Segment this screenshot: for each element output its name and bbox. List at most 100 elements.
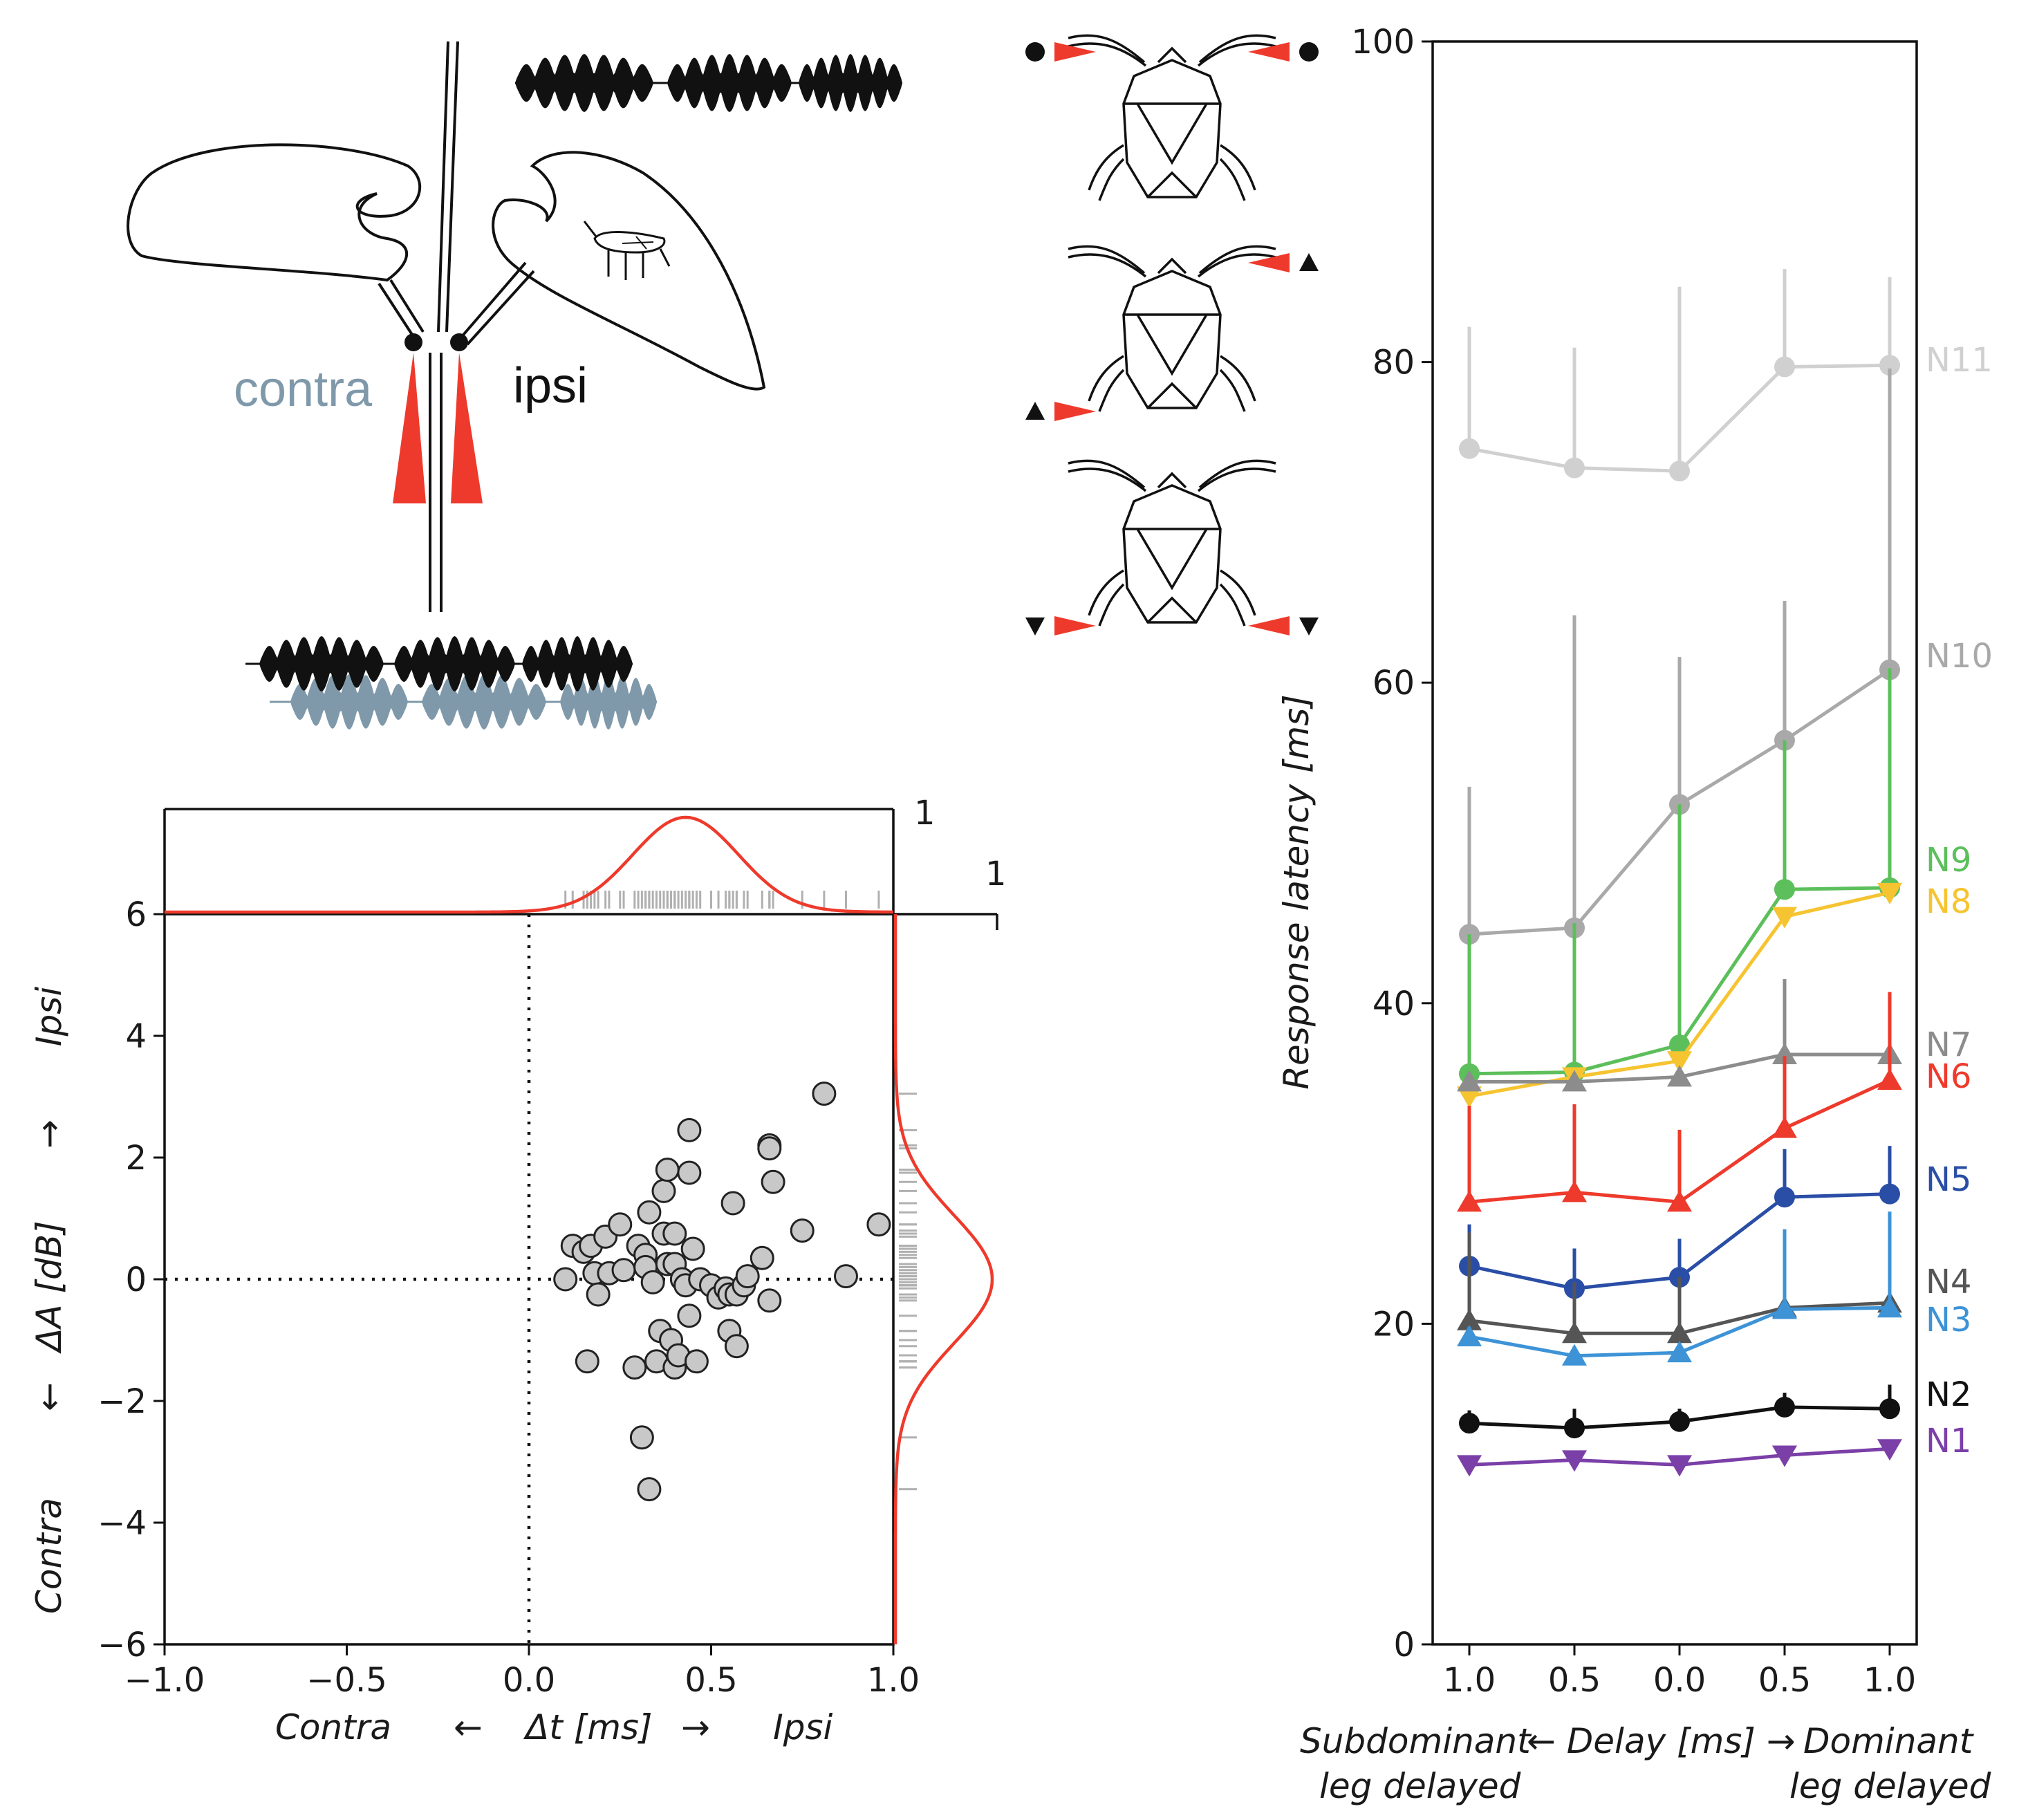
scatter-point [611, 1258, 636, 1283]
scatter-point [640, 1270, 665, 1294]
series-n2 [1459, 1384, 1900, 1439]
scatter-point [608, 1212, 633, 1237]
marginal-right-max-label: 1 [985, 855, 1007, 893]
scatter-point [833, 1264, 858, 1289]
stimulus-arrow-left [1054, 616, 1096, 635]
latency-x-tick-label: 1.0 [1443, 1661, 1496, 1700]
bug-wings [1124, 528, 1220, 624]
latency-y-tick-label: 40 [1373, 985, 1415, 1023]
scatter-points [553, 1081, 891, 1502]
waveform-burst [667, 54, 792, 112]
latency-y-tick-label: 20 [1373, 1305, 1415, 1344]
data-point [1877, 1296, 1902, 1318]
waveform-burst [259, 636, 384, 691]
scatter-point [677, 1117, 702, 1142]
data-point [1772, 1297, 1797, 1319]
stimulus-cone-contra [393, 353, 426, 503]
leaf-right [492, 151, 766, 391]
bug-legs-left [1088, 355, 1125, 412]
stimulus-arrow-right [1248, 42, 1290, 62]
data-point [1459, 1413, 1480, 1434]
latency-x-tick-label: 0.5 [1758, 1661, 1811, 1700]
stink-bug-icon [1068, 245, 1276, 412]
waveform-burst [799, 54, 902, 112]
scatter-point [637, 1477, 662, 1502]
stimulus-arrow-left [1054, 402, 1096, 421]
scatter-point [677, 1303, 702, 1328]
petiole-right [458, 261, 535, 346]
stink-bug-icon [1068, 459, 1276, 626]
scatter-point [720, 1191, 745, 1216]
data-point [1667, 1065, 1692, 1087]
series-label-n11: N11 [1926, 341, 1993, 380]
petiole-left [378, 279, 425, 340]
data-point [1667, 1455, 1692, 1477]
data-point [1879, 355, 1900, 376]
scatter-point [622, 1355, 647, 1380]
y-tick-label: −2 [97, 1382, 147, 1421]
scatter-point [655, 1158, 680, 1182]
waveform-burst [394, 636, 515, 691]
data-point [1564, 1418, 1585, 1439]
data-point [1457, 1070, 1482, 1092]
marginal-top-max-label: 1 [914, 794, 936, 833]
series-label-n4: N4 [1926, 1263, 1971, 1301]
data-point [1562, 1344, 1587, 1366]
bug-antenna-right [1197, 245, 1276, 278]
x-label-arrow-right: → [681, 1707, 710, 1747]
series-label-n3: N3 [1926, 1301, 1971, 1339]
scatter-point [757, 1136, 782, 1161]
series-n3 [1457, 1211, 1902, 1366]
waveform-bottom-ipsi [245, 636, 633, 691]
data-point [1562, 1321, 1587, 1344]
scatter-panel: −1.0 −0.5 0.0 0.5 1.0 −6 −4 −2 0 2 4 6 Contra ← Δt … [29, 794, 1007, 1747]
bug-legs-left [1088, 569, 1125, 626]
y-label-contra: Contra [29, 1498, 69, 1614]
series-n1 [1457, 1439, 1902, 1477]
series-label-n9: N9 [1926, 841, 1971, 880]
latency-axes [1431, 40, 1918, 1646]
scatter-point [553, 1267, 578, 1292]
x-label-ipsi: Ipsi [773, 1707, 833, 1747]
series-label-n5: N5 [1926, 1160, 1971, 1199]
scatter-point [651, 1178, 676, 1203]
data-point [1877, 1439, 1902, 1461]
x-tick-label: 0.5 [685, 1661, 737, 1700]
waveform-top [515, 54, 902, 112]
x-label-contra: Contra [275, 1707, 391, 1747]
bug-body [1122, 270, 1222, 409]
latency-x-tick-label: 0.5 [1548, 1661, 1601, 1700]
y-tick-label: 6 [125, 895, 147, 934]
data-point [1669, 461, 1690, 482]
series-n9 [1459, 668, 1900, 1084]
series-n6 [1457, 992, 1902, 1212]
ipsi-label: ipsi [513, 358, 588, 414]
series-label-n7: N7 [1926, 1025, 1971, 1064]
latency-xlabel-dominant-2: leg delayed [1789, 1766, 1991, 1806]
bug-head [1157, 257, 1187, 275]
stimulus-arrow-right [1248, 253, 1290, 272]
scatter-point [575, 1349, 599, 1374]
data-point [1774, 1187, 1795, 1208]
data-point [1667, 1190, 1692, 1212]
data-point [1457, 1086, 1482, 1108]
y-tick-label: −6 [97, 1626, 147, 1664]
scatter-point [812, 1081, 837, 1106]
marginal-right-fit-curve [893, 914, 994, 1644]
recording-point-ipsi [450, 333, 468, 351]
latency-y-tick-label: 80 [1373, 344, 1415, 382]
stink-bug-icon [1068, 34, 1276, 201]
waveform-burst [560, 674, 657, 730]
data-point [1879, 1183, 1900, 1205]
scatter-ticks: −1.0 −0.5 0.0 0.5 1.0 −6 −4 −2 0 2 4 6 [97, 895, 920, 1700]
x-tick-label: −1.0 [124, 1661, 205, 1700]
bug-wings [1124, 313, 1220, 409]
stimulus-cone-ipsi [451, 353, 483, 503]
marginal-top-fit-curve [165, 815, 893, 914]
x-label-arrow-left: ← [454, 1707, 483, 1747]
bug-legs-right [1219, 355, 1256, 412]
scatter-point [662, 1221, 687, 1246]
x-tick-label: 0.0 [503, 1661, 555, 1700]
data-point [1772, 1042, 1797, 1064]
